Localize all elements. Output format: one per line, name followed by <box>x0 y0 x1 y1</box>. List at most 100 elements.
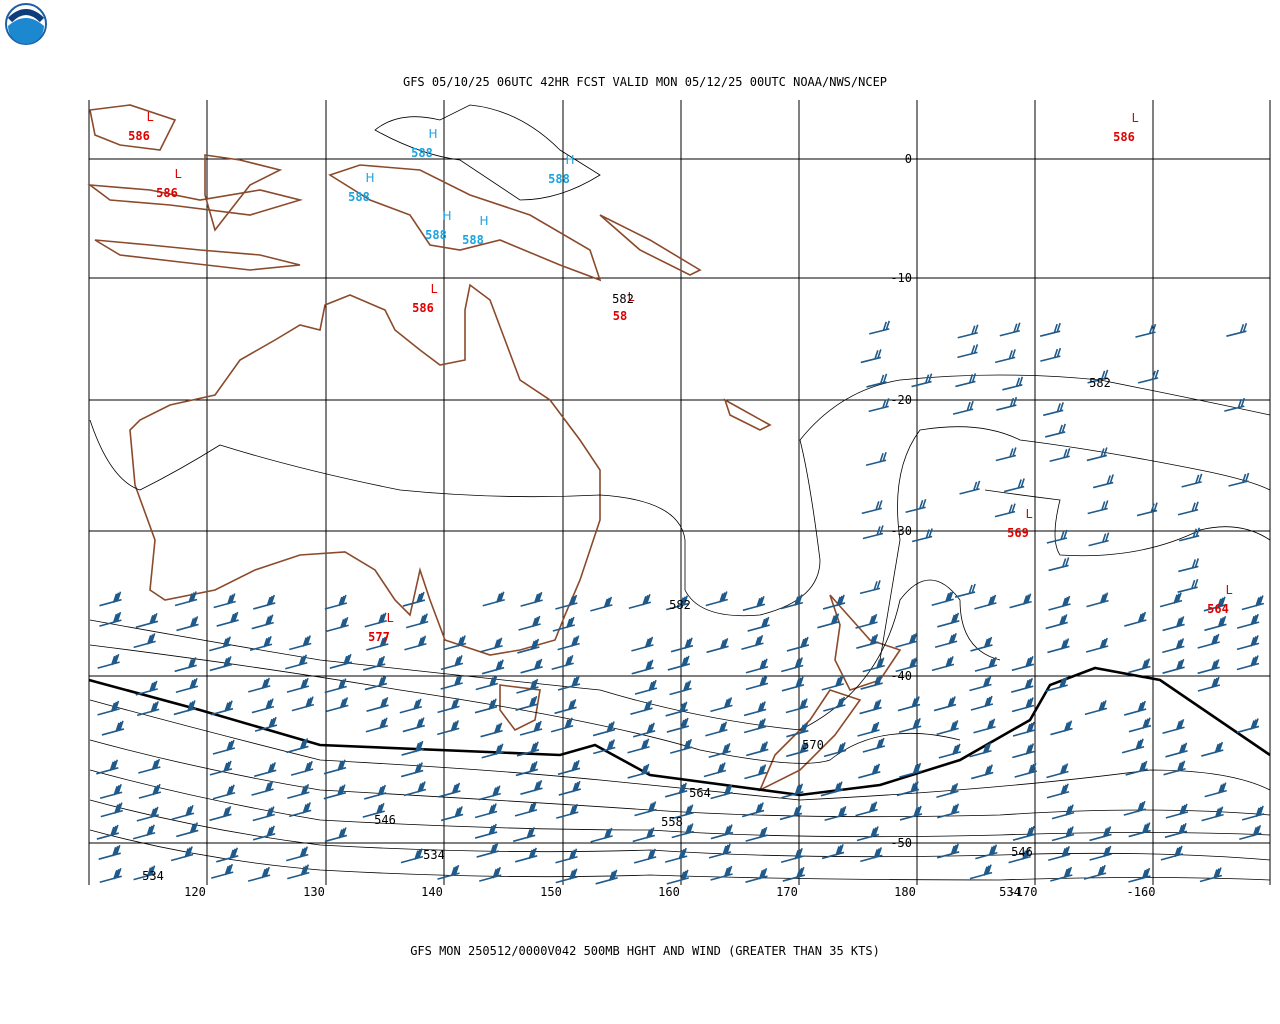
wind-barb <box>133 633 156 649</box>
wind-barb <box>1051 804 1075 820</box>
wind-barb <box>287 783 310 799</box>
wind-barb <box>1011 677 1034 693</box>
wind-barb <box>1047 638 1070 654</box>
wind-barb <box>710 824 734 840</box>
wind-barb <box>555 848 578 864</box>
wind-barb <box>1165 742 1188 758</box>
wind-barb <box>824 806 847 822</box>
wind-barb <box>1239 825 1262 841</box>
wind-barb <box>323 784 347 800</box>
contour-label: 570 <box>802 738 824 752</box>
wind-barb <box>1084 700 1108 716</box>
contour-label: 558 <box>661 815 683 829</box>
wind-barb <box>438 782 461 798</box>
wind-barb <box>931 591 954 607</box>
wind-barb <box>634 679 658 695</box>
latitude-label: -30 <box>890 524 912 538</box>
wind-barb <box>742 596 766 612</box>
wind-barb <box>516 678 539 694</box>
wind-barb <box>249 635 273 652</box>
wind-barb <box>363 655 386 671</box>
wind-barb <box>862 737 886 753</box>
wind-barb <box>97 653 120 669</box>
wind-barb <box>482 591 505 607</box>
wind-barb <box>899 805 923 821</box>
wind-barb <box>96 824 120 840</box>
wind-barb <box>745 826 768 842</box>
wind-barb <box>1241 805 1265 821</box>
wind-barb <box>741 634 764 650</box>
wind-barb <box>97 700 120 716</box>
wind-barb <box>209 636 232 652</box>
wind-barb <box>931 656 955 672</box>
wind-barb <box>101 720 125 736</box>
latitude-label: -40 <box>890 669 912 683</box>
wind-barb <box>1125 760 1148 776</box>
wind-barb <box>1040 347 1062 362</box>
wind-barb <box>286 738 309 754</box>
wind-barb <box>1128 822 1151 838</box>
contour-label: 582 <box>612 292 634 306</box>
wind-barb <box>520 658 543 674</box>
wind-barb <box>136 701 160 717</box>
wind-barb <box>170 846 194 862</box>
wind-barb <box>1201 806 1224 822</box>
wind-barb <box>1046 529 1068 544</box>
center-value: 588 <box>462 233 484 247</box>
wind-barb <box>399 698 423 714</box>
wind-barb <box>138 758 161 774</box>
wind-barb <box>474 803 498 819</box>
wind-barb <box>99 867 122 884</box>
center-symbol: L <box>175 167 182 181</box>
center-symbol: L <box>1026 507 1033 521</box>
center-symbol: H <box>565 153 574 167</box>
wind-barb <box>135 613 159 629</box>
wind-barb <box>174 657 197 673</box>
wind-barb <box>590 596 613 612</box>
center-value: 58 <box>613 309 627 323</box>
wind-barb <box>710 784 733 800</box>
center-symbol: H <box>479 214 488 228</box>
wind-barb <box>437 698 460 714</box>
wind-barb <box>665 701 688 717</box>
wind-barb <box>671 804 694 820</box>
wind-barb <box>402 717 426 733</box>
wind-barb <box>173 700 197 716</box>
center-value: 588 <box>411 146 433 160</box>
wind-barb <box>253 594 276 610</box>
wind-barb <box>746 741 769 757</box>
longitude-label: -160 <box>1127 885 1156 899</box>
wind-barb <box>855 613 878 629</box>
wind-barb <box>630 699 653 715</box>
wind-barb <box>667 655 691 671</box>
wind-barb <box>1085 637 1109 653</box>
wind-barb <box>710 697 733 713</box>
wind-barb <box>1044 423 1066 438</box>
wind-barb <box>1092 474 1114 489</box>
wind-barb <box>933 696 957 712</box>
wind-barb <box>99 611 122 627</box>
wind-barb <box>857 721 880 737</box>
wind-barb <box>995 447 1017 462</box>
wind-barb <box>1012 825 1036 841</box>
wind-barb <box>440 674 463 690</box>
latitude-label: -20 <box>890 393 912 407</box>
wind-barb <box>859 699 882 715</box>
wind-barb <box>1011 656 1035 672</box>
wind-barb <box>253 762 277 778</box>
longitude-label: 170 <box>776 885 798 899</box>
wind-barb <box>480 637 503 653</box>
wind-barb <box>1011 697 1035 713</box>
wind-barb <box>1083 864 1107 880</box>
wind-barb <box>974 656 998 672</box>
wind-barb <box>366 635 389 651</box>
center-value: 564 <box>1207 602 1229 616</box>
wind-barb <box>556 803 579 819</box>
wind-barb <box>1236 635 1260 651</box>
wind-barb <box>514 847 538 863</box>
wind-barb <box>862 525 884 540</box>
longitude-label: 150 <box>540 885 562 899</box>
wind-barb <box>1045 614 1068 630</box>
wind-barb <box>628 594 652 610</box>
wind-barb <box>557 760 581 776</box>
